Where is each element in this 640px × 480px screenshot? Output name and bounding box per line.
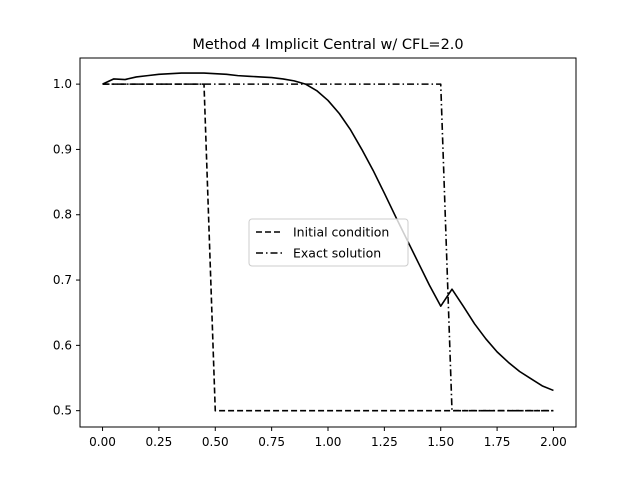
y-tick-label: 0.7	[53, 273, 72, 287]
series-line-initial-condition	[102, 83, 554, 412]
axes-frame	[79, 57, 577, 428]
legend: Initial condition Exact solution	[248, 218, 409, 267]
y-tick-label: 0.5	[53, 404, 72, 418]
x-tick-label: 1.75	[484, 435, 511, 449]
y-tick-label: 1.0	[53, 77, 72, 91]
series-line-exact-solution	[102, 83, 554, 412]
x-tick-label: 2.00	[540, 435, 567, 449]
legend-label: Initial condition	[293, 225, 389, 240]
series-line-numerical	[102, 72, 554, 392]
x-tick-label: 1.00	[315, 435, 342, 449]
x-tick-label: 0.75	[258, 435, 285, 449]
x-tick-label: 1.50	[427, 435, 454, 449]
x-tick-label: 1.25	[371, 435, 398, 449]
y-tick-label: 0.9	[53, 142, 72, 156]
series-lines	[102, 72, 554, 412]
legend-box	[248, 218, 409, 267]
y-tick-label: 0.6	[53, 338, 72, 352]
y-tick-label: 0.8	[53, 208, 72, 222]
x-tick-label: 0.50	[202, 435, 229, 449]
x-axis: 0.00 0.25 0.50 0.75 1.00 1.25 1.50 1.75 2.00	[89, 427, 567, 449]
x-tick-label: 0.25	[146, 435, 173, 449]
legend-label: Exact solution	[293, 246, 381, 261]
x-tick-label: 0.00	[89, 435, 116, 449]
y-axis: 0.5 0.6 0.7 0.8 0.9 1.0	[53, 77, 80, 418]
chart-title: Method 4 Implicit Central w/ CFL=2.0	[192, 37, 463, 53]
